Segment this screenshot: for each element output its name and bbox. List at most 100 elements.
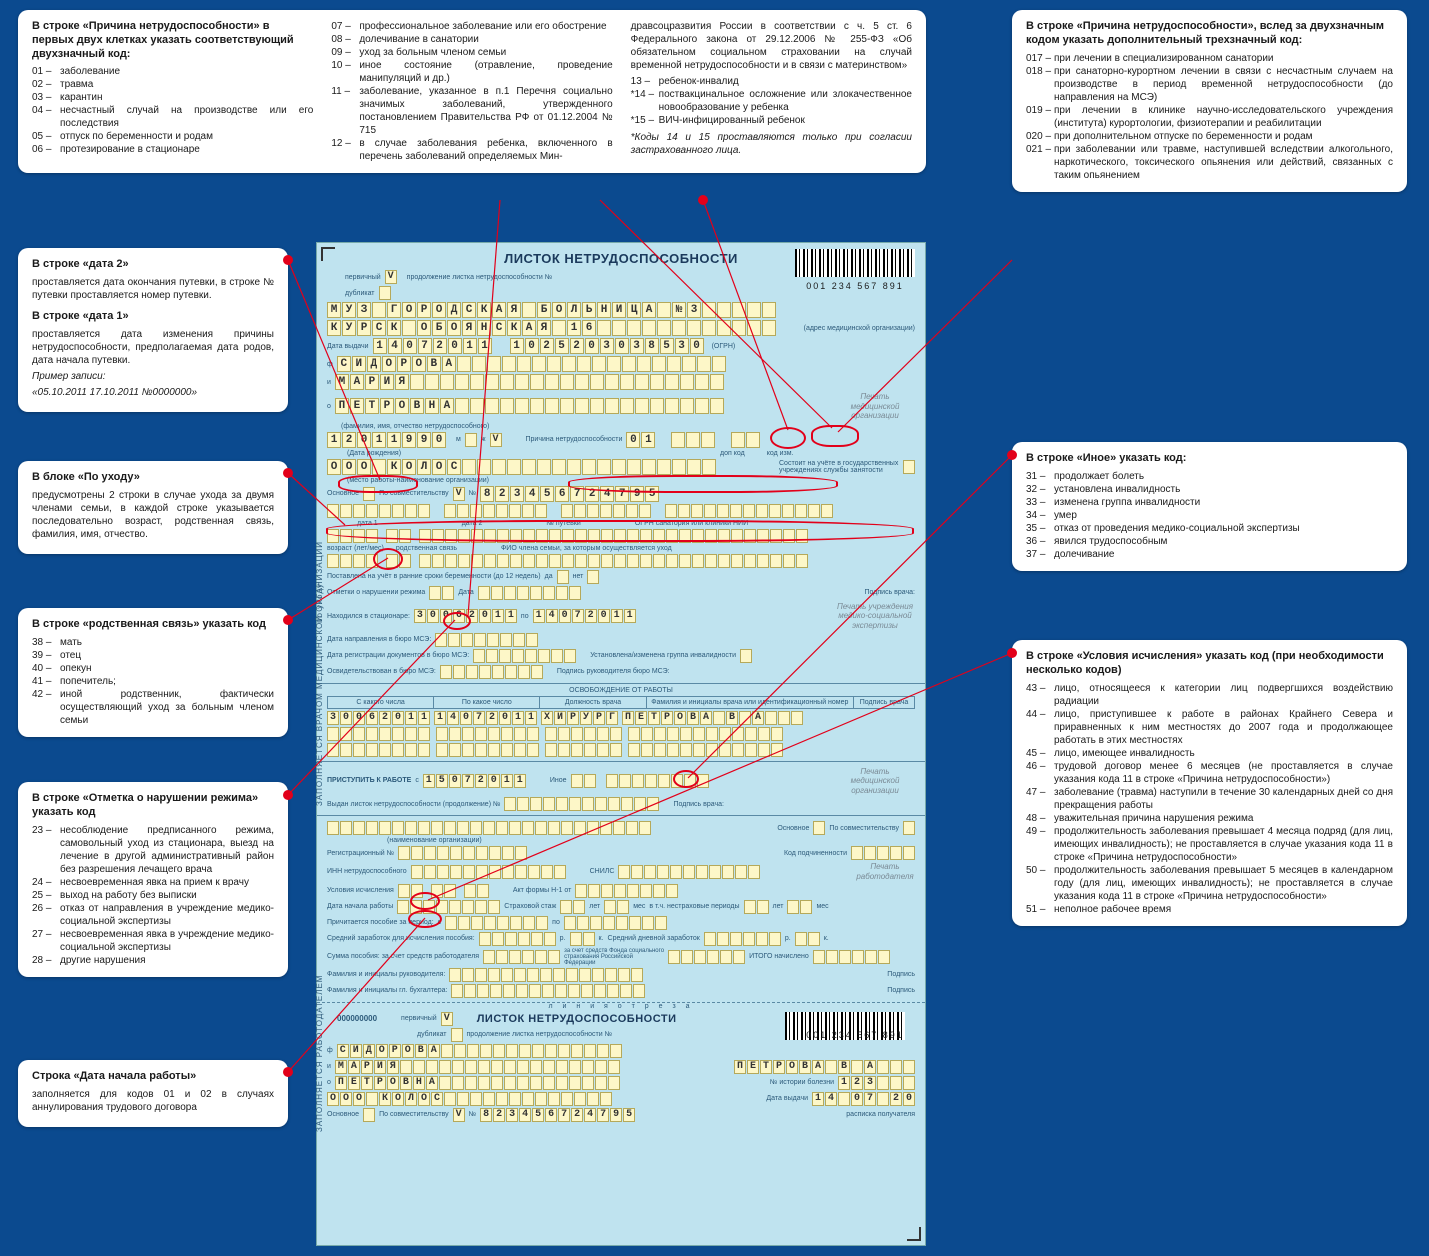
label: Отметки о нарушении режима bbox=[327, 589, 425, 596]
label: мес bbox=[816, 903, 828, 910]
code-line: 04 –несчастный случай на производстве ил… bbox=[32, 104, 313, 130]
heading: В строке «дата 1» bbox=[32, 310, 274, 324]
label: Основное bbox=[327, 490, 359, 497]
sum2 bbox=[668, 950, 745, 964]
label: Фамилия и инициалы руководителя: bbox=[327, 971, 445, 978]
label: ПРИСТУПИТЬ К РАБОТЕ bbox=[327, 777, 411, 784]
label: м bbox=[456, 436, 461, 443]
code-line: 01 –заболевание bbox=[32, 65, 313, 78]
violation-code bbox=[429, 586, 454, 600]
marker-dot bbox=[283, 790, 293, 800]
code-line: 40 –опекун bbox=[32, 662, 274, 675]
checkbox bbox=[557, 570, 569, 584]
marker-dot bbox=[283, 255, 293, 265]
change-code bbox=[731, 432, 760, 448]
col-header: По какое число bbox=[434, 697, 540, 708]
label: СНИЛС bbox=[590, 868, 615, 875]
label: Основное bbox=[327, 1111, 359, 1118]
avg-k bbox=[570, 932, 595, 946]
ogrn: 1025203038530 bbox=[510, 338, 704, 354]
label: за счет средств Фонда социального страхо… bbox=[564, 948, 664, 966]
label: и bbox=[327, 1063, 331, 1070]
emp-sub bbox=[851, 846, 915, 860]
marker-dot bbox=[698, 195, 708, 205]
text: дравсоцразвития России в соответствии с … bbox=[631, 20, 912, 72]
seal-placeholder: Печать учреждения медико-социальной эксп… bbox=[835, 602, 915, 631]
care-fio2 bbox=[419, 554, 915, 568]
code-line: 11 –заболевание, указанное в п.1 Перечня… bbox=[331, 85, 612, 137]
heading: В строке «Причина нетрудоспособности» в … bbox=[32, 20, 313, 61]
care-rel1 bbox=[386, 529, 411, 543]
col-header: С какого числа bbox=[328, 697, 434, 708]
label: расписка получателя bbox=[846, 1111, 915, 1118]
checkbox bbox=[363, 487, 375, 501]
care-age2 bbox=[327, 554, 378, 568]
code-line: 48 –уважительная причина нарушения режим… bbox=[1026, 812, 1393, 825]
label: № bbox=[469, 1111, 477, 1118]
checkbox bbox=[813, 821, 825, 835]
code-line: 33 –изменена группа инвалидности bbox=[1026, 496, 1393, 509]
form-title: ЛИСТОК НЕТРУДОСПОСОБНОСТИ bbox=[477, 1013, 677, 1025]
label: ф bbox=[327, 1047, 333, 1054]
code-line: 019 –при лечении в клинике научно-исслед… bbox=[1026, 104, 1393, 130]
code-line: *14 –поствакцинальное осложнение или зло… bbox=[631, 88, 912, 114]
label: (место работы-наименование организации) bbox=[347, 477, 489, 484]
code-line: 32 –установлена инвалидность bbox=[1026, 483, 1393, 496]
code-line: 37 –долечивание bbox=[1026, 548, 1393, 561]
patronymic: ПЕТРОВНА bbox=[335, 398, 724, 414]
doctor-position: ХИРУРГ bbox=[541, 711, 618, 725]
code-line: 39 –отец bbox=[32, 649, 274, 662]
heading: В строке «Причина нетрудоспособности», в… bbox=[1026, 20, 1393, 48]
sum1 bbox=[483, 950, 560, 964]
issue-date: 14072011 bbox=[373, 338, 492, 354]
label: нет bbox=[573, 573, 584, 580]
emp-snils bbox=[618, 865, 760, 879]
date1 bbox=[327, 504, 430, 518]
label: Иное bbox=[550, 777, 567, 784]
label: (наименование организации) bbox=[387, 837, 482, 844]
heading: В строке «Иное» указать код: bbox=[1026, 452, 1393, 466]
callout-violation: В строке «Отметка о нарушении режима» ук… bbox=[18, 782, 288, 977]
dayavg-k bbox=[795, 932, 820, 946]
period-to bbox=[564, 916, 667, 930]
code-line: 25 –выход на работу без выписки bbox=[32, 889, 274, 902]
label: доп код bbox=[720, 450, 745, 457]
code-line: 017 –при лечении в специализированном са… bbox=[1026, 52, 1393, 65]
checkbox bbox=[451, 1028, 463, 1042]
release-from: 30062011 bbox=[327, 711, 430, 725]
cond1 bbox=[398, 884, 423, 898]
mse-date1 bbox=[435, 633, 538, 647]
label: лет bbox=[589, 903, 600, 910]
label: (фамилия, имя, отчество нетрудоспособног… bbox=[341, 423, 489, 430]
label: (Дата рождения) bbox=[347, 450, 401, 457]
care-rel2 bbox=[386, 554, 411, 568]
stub-name: МАРИЯ bbox=[335, 1060, 620, 1074]
care-fio1 bbox=[419, 529, 915, 543]
label: Подпись врача: bbox=[865, 589, 915, 596]
marker-dot bbox=[283, 615, 293, 625]
violation-date bbox=[478, 586, 581, 600]
barcode-icon bbox=[795, 249, 915, 277]
label: Дата направления в бюро МСЭ: bbox=[327, 636, 431, 643]
label: Подпись bbox=[887, 987, 915, 994]
code-line: 41 –попечитель; bbox=[32, 675, 274, 688]
label: Регистрационный № bbox=[327, 850, 394, 857]
code-line: 42 –иной родственник, фактически осущест… bbox=[32, 688, 274, 727]
label: Установлена/изменена группа инвалидности bbox=[590, 652, 736, 659]
label: первичный bbox=[345, 274, 381, 281]
barcode-number: 001 234 567 891 bbox=[795, 281, 915, 291]
callout-care: В блоке «По уходу» предусмотрены 2 строк… bbox=[18, 461, 288, 554]
label: Освидетельствован в бюро МСЭ: bbox=[327, 668, 436, 675]
label: да bbox=[545, 573, 553, 580]
label: родственная связь bbox=[396, 545, 457, 552]
label: Выдан листок нетрудоспособности (продолж… bbox=[327, 801, 500, 808]
code-line: 49 –продолжительность заболевания превыш… bbox=[1026, 825, 1393, 864]
cond3 bbox=[464, 884, 489, 898]
label: Дата начала работы bbox=[327, 903, 393, 910]
emp-reg bbox=[398, 846, 527, 860]
seal-placeholder: Печать работодателя bbox=[855, 862, 915, 881]
stub-number: 000000000 bbox=[337, 1014, 377, 1023]
release-row2 bbox=[327, 727, 915, 741]
inv-group bbox=[740, 649, 752, 663]
label: дата 2 bbox=[462, 520, 483, 527]
